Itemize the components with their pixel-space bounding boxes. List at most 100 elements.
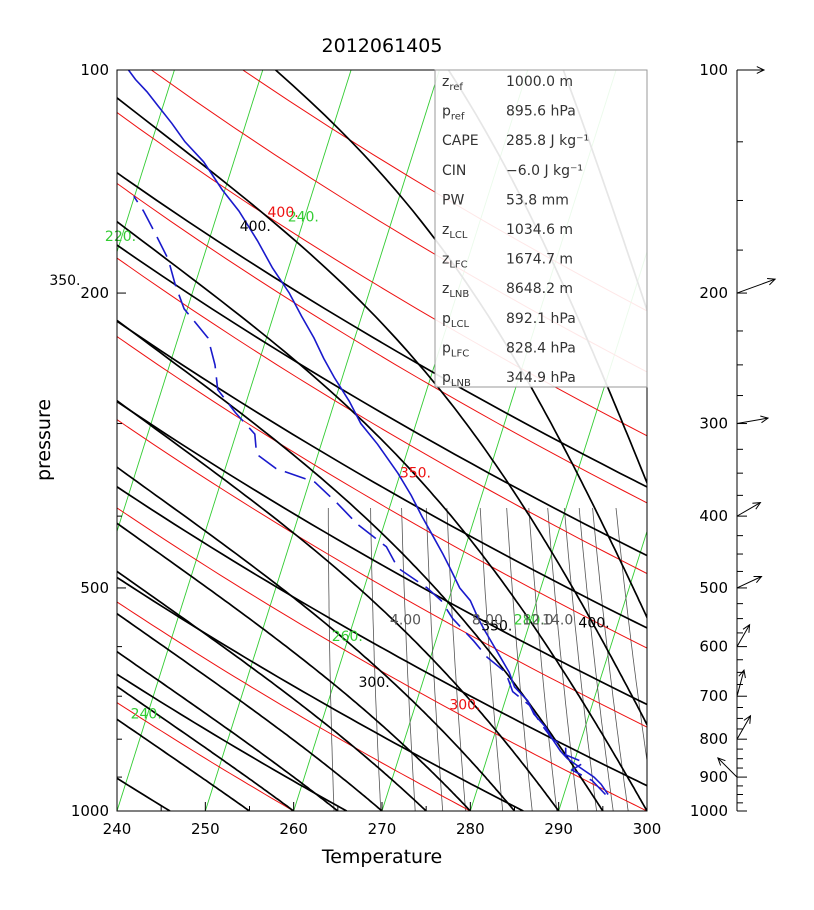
- info-row-value: 1674.7 m: [506, 252, 573, 268]
- x-axis: 240 250 260 270 280 290 300: [103, 802, 661, 838]
- mixing-ratio-label: 8.00: [472, 612, 503, 628]
- dry-adiabat-label: 400.: [240, 219, 271, 235]
- mixing-ratio-line: [528, 507, 558, 811]
- info-row-value: 1034.6 m: [506, 222, 573, 238]
- info-row-value: 895.6 hPa: [506, 104, 576, 120]
- moist-adiabat-label: 350.: [481, 619, 512, 635]
- wind-arrow-shaft: [736, 669, 745, 697]
- x-tick-label: 290: [544, 820, 573, 838]
- x-axis-title: Temperature: [321, 846, 442, 868]
- moist-adiabat-line: [117, 466, 516, 811]
- x-tick-label: 270: [368, 820, 397, 838]
- equivalent-potential-temperature-line: [117, 400, 647, 706]
- x-tick-label: 250: [191, 820, 220, 838]
- wind-level-label: 700: [699, 687, 728, 705]
- wind-arrow-head: [743, 714, 752, 724]
- isotherm-label: 280.: [514, 612, 545, 628]
- mixing-ratio-line: [446, 507, 466, 811]
- isotherm-lines: [117, 70, 647, 811]
- dry-adiabat-line: [117, 257, 647, 575]
- mixing-ratio-lines: [327, 507, 647, 811]
- info-row-label: zLFC: [442, 252, 468, 271]
- moist-adiabat-line: [117, 650, 339, 811]
- y-tick-label: 1000: [71, 802, 109, 820]
- wind-level-label: 500: [699, 579, 728, 597]
- info-row-value: 892.1 hPa: [506, 311, 576, 327]
- isotherm-line: [646, 809, 647, 811]
- info-row-label: pLCL: [442, 311, 469, 330]
- info-row-value: 285.8 J kg⁻¹: [506, 133, 589, 149]
- mixing-ratio-line: [592, 507, 629, 811]
- mixing-ratio-line: [479, 507, 504, 811]
- dry-adiabat-line: [117, 507, 647, 811]
- equivalent-potential-temperature-line: [117, 673, 348, 811]
- info-row-value: −6.0 J kg⁻¹: [506, 163, 583, 179]
- wind-level-label: 1000: [690, 802, 728, 820]
- moist-adiabat-line: [117, 570, 427, 811]
- wind-arrow-shaft: [736, 624, 751, 647]
- info-row-label: PW: [442, 192, 464, 208]
- info-row-value: 344.9 hPa: [506, 370, 576, 386]
- isotherm-line: [117, 70, 264, 533]
- y-tick-label: 500: [80, 579, 109, 597]
- wind-level-label: 400: [699, 507, 728, 525]
- mixing-ratio-label: 14.0: [542, 612, 573, 628]
- wind-arrow-head: [760, 415, 770, 424]
- dry-adiabat-lines: [117, 70, 647, 811]
- wind-arrow-shaft: [736, 278, 776, 294]
- equivalent-potential-temperature-line: [117, 777, 171, 811]
- dry-adiabat-line: [117, 335, 647, 649]
- isotherm-line: [204, 70, 440, 811]
- x-tick-label: 240: [103, 820, 132, 838]
- moist-adiabat-line: [117, 522, 471, 811]
- y-tick-label: 200: [80, 284, 109, 302]
- y-axis: 100 200 500 1000: [71, 61, 126, 820]
- isotherm-label: 260.: [332, 629, 363, 645]
- chart-title: 2012061405: [322, 35, 443, 57]
- wind-level-label: 100: [699, 61, 728, 79]
- wind-barb-panel: 100 200 300 400 500 600 700 800 900 1000: [690, 61, 777, 820]
- plot-area: [117, 70, 647, 811]
- y-tick-label: 100: [80, 61, 109, 79]
- temperature-profile-line: [127, 70, 609, 795]
- wind-arrow-head: [738, 668, 746, 679]
- dry-adiabat-line: [117, 601, 471, 811]
- moist-adiabat-line: [117, 685, 295, 811]
- info-row-label: zref: [442, 74, 463, 93]
- mixing-ratio-line: [578, 507, 614, 811]
- theta-e-label: 350.: [400, 466, 431, 482]
- theta-e-label: 300.: [449, 698, 480, 714]
- isotherm-label: 240.: [288, 209, 319, 225]
- info-row-label: CIN: [442, 163, 466, 179]
- mixing-ratio-line: [506, 507, 533, 811]
- info-row-label: zLCL: [442, 222, 468, 241]
- info-row-value: 8648.2 m: [506, 281, 573, 297]
- equivalent-potential-temperature-line: [117, 320, 647, 629]
- wind-level-label: 900: [699, 768, 728, 786]
- wind-level-label: 300: [699, 415, 728, 433]
- mixing-ratio-line: [327, 508, 335, 811]
- mixing-ratio-line: [615, 507, 647, 764]
- x-tick-label: 260: [279, 820, 308, 838]
- info-box: [434, 69, 648, 388]
- wind-arrow-shaft: [736, 502, 761, 517]
- dewpoint-profile-line: [133, 195, 607, 796]
- info-row-label: zLNB: [442, 281, 469, 300]
- wind-arrow-head: [717, 757, 726, 766]
- dry-adiabat-line: [117, 419, 647, 728]
- isopleth-labels: 240. 260. 280. 220. 240. 300. 350. 400. 300. 350.…: [49, 205, 609, 722]
- moist-adiabat-lines: [117, 70, 647, 811]
- info-row-label: pLNB: [442, 370, 471, 389]
- info-row-value: 1000.0 m: [506, 74, 573, 90]
- isotherm-line: [117, 70, 175, 254]
- info-row-label: pref: [442, 104, 465, 123]
- moist-adiabat-line: [117, 399, 560, 811]
- mixing-ratio-label: 4.00: [390, 612, 421, 628]
- wind-level-label: 200: [699, 284, 728, 302]
- mixing-ratio-label: 12.0: [522, 612, 553, 628]
- equivalent-potential-temperature-line: [117, 576, 524, 811]
- equivalent-potential-temperature-line: [117, 171, 647, 488]
- moist-adiabat-line: [117, 718, 250, 811]
- wind-arrow-head: [756, 66, 766, 74]
